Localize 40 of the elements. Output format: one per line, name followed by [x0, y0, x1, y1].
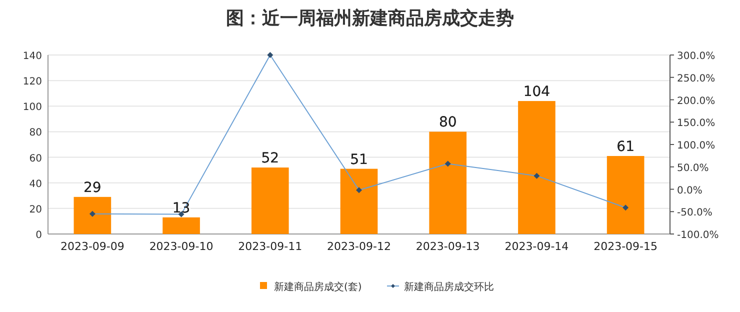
data-label: 51: [350, 152, 368, 168]
x-tick-label: 2023-09-13: [416, 240, 480, 253]
y-tick-label: 0: [36, 230, 42, 241]
bar: [251, 168, 289, 234]
y2-tick-label: 150.0%: [677, 118, 716, 130]
y2-tick-label: 250.0%: [677, 73, 716, 84]
x-tick-label: 2023-09-09: [60, 240, 124, 253]
x-tick-label: 2023-09-14: [504, 240, 569, 253]
y2-tick-label: 0.0%: [677, 185, 702, 196]
y2-tick-label: -50.0%: [677, 208, 712, 219]
bar: [74, 196, 112, 234]
bar: [518, 101, 556, 234]
y-tick-label: 120: [22, 76, 42, 88]
y2-tick-label: 300.0%: [677, 51, 716, 62]
x-tick-label: 2023-09-11: [238, 240, 302, 253]
x-tick-label: 2023-09-12: [327, 240, 391, 253]
y-tick-label: 80: [29, 128, 42, 139]
chart-title: 图：近一周福州新建商品房成交走势: [226, 8, 514, 29]
x-tick-label: 2023-09-10: [149, 240, 214, 253]
data-label: 61: [616, 139, 634, 156]
data-label: 104: [523, 84, 550, 100]
data-label: 29: [84, 180, 102, 196]
bar: [429, 132, 467, 234]
y2-tick-label: -100.0%: [677, 230, 719, 241]
legend-label: 新建商品房成交(套): [274, 281, 362, 293]
legend-label: 新建商品房成交环比: [404, 281, 494, 293]
y2-tick-label: 50.0%: [677, 162, 709, 174]
y2-tick-label: 200.0%: [677, 96, 716, 107]
y-tick-label: 100: [22, 102, 42, 114]
data-label: 80: [438, 114, 457, 131]
bar: [340, 168, 378, 234]
y2-tick-label: 100.0%: [677, 140, 716, 152]
bar: [162, 217, 200, 234]
bar: [606, 156, 644, 234]
x-tick-label: 2023-09-15: [594, 240, 658, 253]
y-tick-label: 40: [29, 178, 42, 190]
data-label: 52: [261, 150, 280, 167]
y-tick-label: 60: [29, 153, 42, 164]
y-tick-label: 20: [29, 204, 42, 216]
y-tick-label: 140: [22, 51, 42, 62]
